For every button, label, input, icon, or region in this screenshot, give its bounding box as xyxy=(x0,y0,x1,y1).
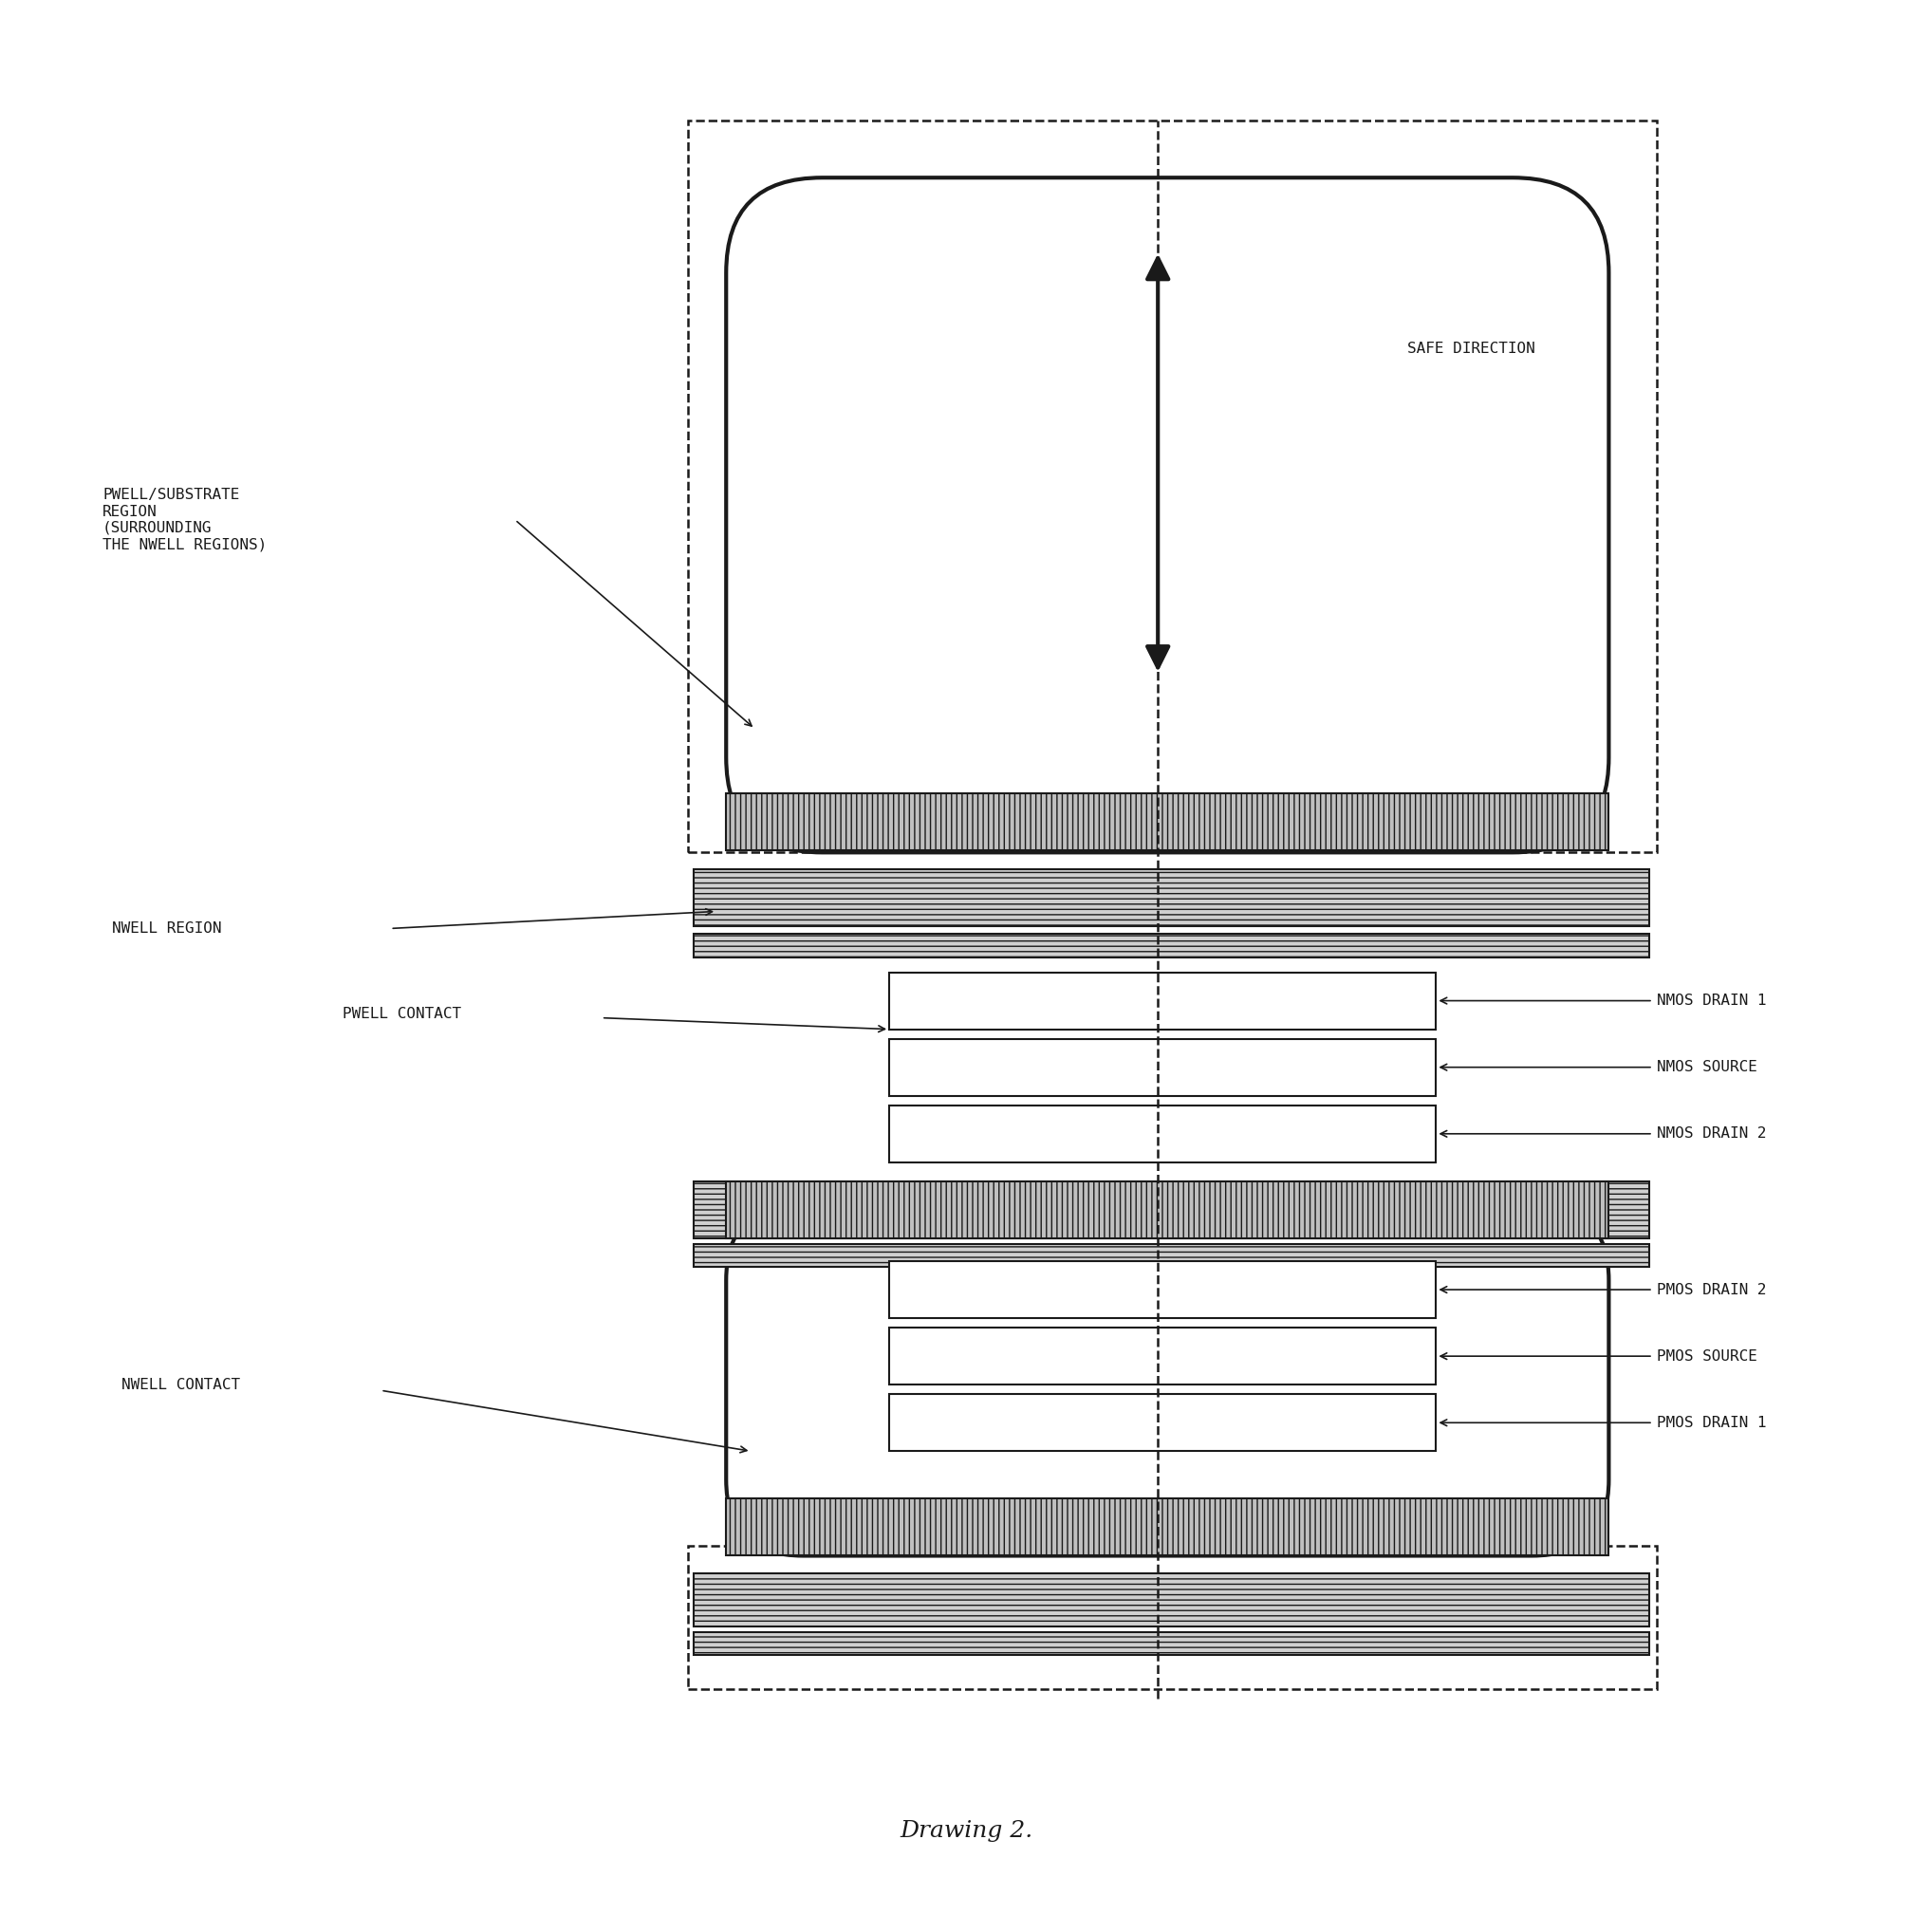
Bar xyxy=(726,1499,1609,1556)
Text: PWELL/SUBSTRATE
REGION
(SURROUNDING
THE NWELL REGIONS): PWELL/SUBSTRATE REGION (SURROUNDING THE … xyxy=(102,488,267,551)
Bar xyxy=(694,1633,1650,1654)
Bar xyxy=(694,1181,1650,1238)
Bar xyxy=(694,934,1650,957)
Text: PMOS SOURCE: PMOS SOURCE xyxy=(1658,1349,1758,1363)
Text: Drawing 2.: Drawing 2. xyxy=(900,1820,1032,1843)
Text: NMOS DRAIN 1: NMOS DRAIN 1 xyxy=(1658,993,1766,1009)
Text: SAFE DIRECTION: SAFE DIRECTION xyxy=(1406,341,1536,356)
Text: PMOS DRAIN 1: PMOS DRAIN 1 xyxy=(1658,1416,1766,1430)
Bar xyxy=(889,1104,1435,1162)
Text: PWELL CONTACT: PWELL CONTACT xyxy=(342,1007,462,1022)
Bar xyxy=(726,794,1609,850)
Bar xyxy=(688,1547,1658,1688)
FancyBboxPatch shape xyxy=(726,178,1609,852)
Bar xyxy=(694,869,1650,926)
Bar xyxy=(889,1393,1435,1451)
Bar xyxy=(889,1261,1435,1319)
Text: NWELL CONTACT: NWELL CONTACT xyxy=(122,1378,240,1391)
Bar xyxy=(694,1573,1650,1627)
Bar xyxy=(688,121,1658,852)
Text: NWELL REGION: NWELL REGION xyxy=(112,921,222,936)
Text: NMOS DRAIN 2: NMOS DRAIN 2 xyxy=(1658,1127,1766,1141)
Bar xyxy=(694,1244,1650,1267)
Bar xyxy=(889,972,1435,1030)
FancyBboxPatch shape xyxy=(726,1204,1609,1556)
Text: NMOS SOURCE: NMOS SOURCE xyxy=(1658,1060,1758,1074)
Text: PMOS DRAIN 2: PMOS DRAIN 2 xyxy=(1658,1282,1766,1298)
Bar xyxy=(726,1181,1609,1238)
Bar xyxy=(889,1328,1435,1384)
Bar xyxy=(889,1039,1435,1095)
